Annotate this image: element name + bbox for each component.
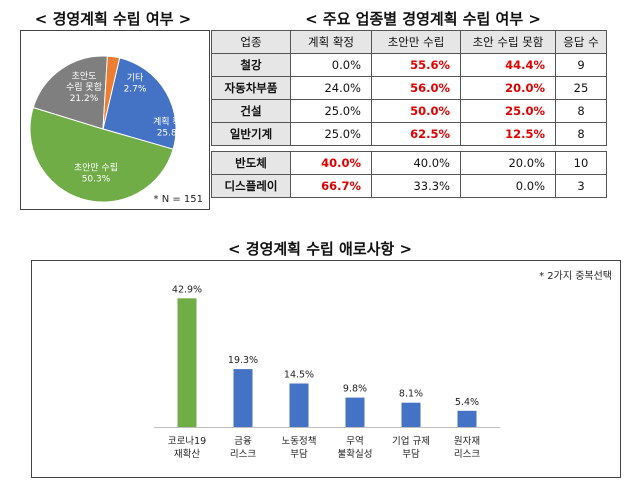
percent-cell: 55.6% [371, 53, 461, 77]
industry-name: 일반기계 [211, 122, 291, 146]
bar-value-label: 8.1% [399, 389, 423, 400]
pie-slice-label: 초안도 [72, 71, 97, 82]
pie-chart-title: < 경영계획 수립 여부 > [34, 10, 192, 28]
percent-cell: 20.0% [460, 151, 556, 175]
category-label: 기업 규제 [392, 435, 430, 447]
table-row: 건설 25.0% 50.0% 25.0% 8 [211, 99, 607, 123]
sample-size-note: * N = 151 [153, 194, 203, 205]
percent-cell: 56.0% [371, 76, 461, 100]
pie-slice-value: 25.8% [157, 129, 186, 139]
multi-select-note: * 2가지 중복선택 [539, 271, 612, 282]
category-label: 부담 [290, 448, 308, 460]
category-label: 불확실성 [338, 448, 373, 460]
percent-cell: 24.0% [290, 76, 372, 100]
col-header-confirmed: 계획 확정 [290, 30, 372, 54]
percent-cell: 66.7% [290, 174, 372, 198]
pie-slice [102, 55, 121, 130]
pie-slice-label: 계획 확정 [153, 116, 189, 128]
percent-cell: 12.5% [460, 122, 556, 146]
percent-cell: 0.0% [460, 174, 556, 198]
industry-name: 건설 [211, 99, 291, 123]
col-header-no-draft: 초안 수립 못함 [460, 30, 556, 54]
bar [289, 383, 309, 427]
pie-slice [102, 57, 177, 150]
bar-value-label: 19.3% [228, 355, 258, 366]
table-row: 철강 0.0% 55.6% 44.4% 9 [211, 53, 607, 77]
category-label: 리스크 [230, 449, 256, 460]
category-label: 코로나19 [168, 436, 206, 447]
table-row: 반도체 40.0% 40.0% 20.0% 10 [211, 151, 607, 175]
pie-chart-panel: 계획 확정 25.8% 초안만 수립 50.3% 초안도 수립 못함 21.2% 기타 2.7%… [20, 30, 210, 210]
industry-name: 디스플레이 [211, 174, 291, 198]
percent-cell: 40.0% [371, 151, 461, 175]
percent-cell: 0.0% [290, 53, 372, 77]
category-label: 노동정책 [282, 436, 317, 447]
category-label: 부담 [402, 448, 420, 460]
percent-cell: 25.0% [290, 122, 372, 146]
percent-cell: 62.5% [371, 122, 461, 146]
bar [457, 410, 477, 427]
industry-name: 철강 [211, 53, 291, 77]
industry-table: 업종 계획 확정 초안만 수립 초안 수립 못함 응답 수 철강 0.0% 55.6… [211, 30, 607, 198]
response-count: 10 [555, 151, 607, 175]
percent-cell: 20.0% [460, 76, 556, 100]
table-header-row: 업종 계획 확정 초안만 수립 초안 수립 못함 응답 수 [211, 30, 607, 54]
percent-cell: 44.4% [460, 53, 556, 77]
bar [177, 298, 197, 427]
bar [345, 397, 365, 427]
pie-slice-value: 50.3% [82, 175, 111, 185]
col-header-industry: 업종 [211, 30, 291, 54]
industry-name: 자동차부품 [211, 76, 291, 100]
table-row: 디스플레이 66.7% 33.3% 0.0% 3 [211, 174, 607, 198]
percent-cell: 50.0% [371, 99, 461, 123]
pie-slice [29, 106, 174, 203]
percent-cell: 25.0% [460, 99, 556, 123]
bar-value-label: 42.9% [172, 284, 202, 295]
response-count: 9 [555, 53, 607, 77]
pie-slice-label: 수립 못함 [66, 82, 102, 93]
col-header-responses: 응답 수 [555, 30, 607, 54]
table-title: < 주요 업종별 경영계획 수립 여부 > [305, 10, 541, 28]
response-count: 25 [555, 76, 607, 100]
percent-cell: 25.0% [290, 99, 372, 123]
pie-slice-value: 21.2% [70, 94, 99, 104]
table-row: 일반기계 25.0% 62.5% 12.5% 8 [211, 122, 607, 146]
category-label: 원자재 [454, 436, 480, 447]
pie-slice [32, 55, 108, 130]
col-header-draft-only: 초안만 수립 [371, 30, 461, 54]
category-label: 리스크 [454, 449, 480, 460]
category-label: 무역 [346, 436, 363, 447]
bar [401, 402, 421, 427]
pie-slice-label: 초안만 수립 [74, 163, 118, 174]
response-count: 8 [555, 99, 607, 123]
bar-value-label: 9.8% [343, 384, 367, 395]
response-count: 8 [555, 122, 607, 146]
percent-cell: 33.3% [371, 174, 461, 198]
response-count: 3 [555, 174, 607, 198]
bar-chart-panel: 42.9% 코로나19 재확산 19.3% 금융 리스크 14.5% 노동정책 부담 9.8% 무역… [31, 260, 621, 478]
bar-value-label: 5.4% [455, 397, 479, 408]
table-row: 자동차부품 24.0% 56.0% 20.0% 25 [211, 76, 607, 100]
category-label: 재확산 [174, 448, 200, 460]
percent-cell: 40.0% [290, 151, 372, 175]
pie-slice-value: 2.7% [124, 85, 147, 95]
bar [233, 369, 253, 427]
pie-slice-label: 기타 [127, 73, 144, 84]
bar-chart: 42.9%코로나19재확산19.3%금융리스크14.5%노동정책부담9.8%무역… [154, 284, 500, 460]
industry-name: 반도체 [211, 151, 291, 175]
category-label: 금융 [234, 436, 252, 447]
bar-value-label: 14.5% [284, 370, 314, 381]
bar-chart-title: < 경영계획 수립 애로사항 > [227, 240, 413, 258]
